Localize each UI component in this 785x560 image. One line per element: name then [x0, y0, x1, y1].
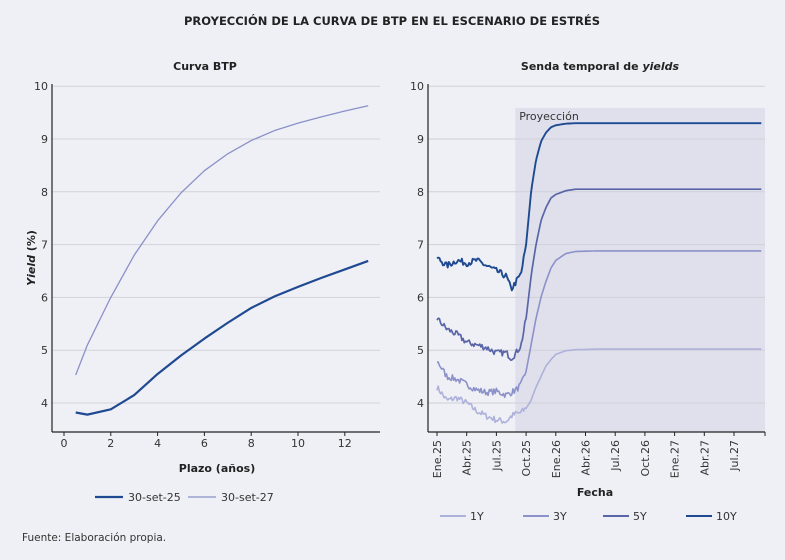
x-tick-label: 2: [107, 437, 114, 450]
right-x-axis-label: Fecha: [577, 486, 613, 499]
yield-path-chart: Senda temporal de yields Proyección 4 5 6 7…: [410, 60, 766, 523]
legend-label: 3Y: [553, 510, 567, 523]
source-note: Fuente: Elaboración propia.: [22, 532, 166, 544]
x-tick-label: Jul.26: [609, 440, 622, 472]
x-tick-label: Abr.25: [461, 440, 474, 476]
x-tick-label: Oct.25: [520, 440, 533, 477]
x-tick-label: Ene.27: [669, 440, 682, 478]
x-tick-label: Jul.27: [728, 440, 741, 472]
y-tick-label: 6: [41, 291, 48, 304]
series-line-30-set-27: [75, 105, 369, 376]
series-line-3Y: [436, 250, 762, 399]
x-tick-label: Ene.25: [431, 440, 444, 478]
x-tick-label: 8: [248, 437, 255, 450]
y-tick-label: 10: [410, 80, 424, 93]
projection-label: Proyección: [519, 110, 579, 123]
y-tick-label: 4: [41, 397, 48, 410]
legend-label: 5Y: [633, 510, 647, 523]
series-line-30-set-25: [75, 259, 369, 416]
y-tick-label: 8: [417, 186, 424, 199]
left-chart-title: Curva BTP: [173, 60, 237, 73]
y-tick-label: 4: [417, 397, 424, 410]
projection-shading: [515, 108, 765, 432]
y-tick-label: 6: [417, 291, 424, 304]
x-tick-label: 0: [61, 437, 68, 450]
left-x-axis-label: Plazo (años): [179, 462, 255, 475]
left-legend: 30-set-25 30-set-27: [95, 491, 274, 504]
btp-curve-chart: Curva BTP 4 5 6 7 8 9 10 0 2 4 6 8 10 12 Plazo (años)…: [25, 60, 380, 504]
x-tick-label: 10: [291, 437, 305, 450]
legend-label: 10Y: [716, 510, 737, 523]
left-y-axis-label: Yield (%): [25, 230, 38, 286]
y-tick-label: 9: [41, 133, 48, 146]
series-line-10Y: [436, 122, 762, 292]
figure-title: PROYECCIÓN DE LA CURVA DE BTP EN EL ESCE…: [184, 13, 600, 28]
x-tick-label: Ene.26: [550, 440, 563, 478]
x-tick-label: Oct.26: [639, 440, 652, 477]
y-tick-label: 7: [417, 239, 424, 252]
series-line-5Y: [436, 188, 762, 361]
x-tick-label: Abr.27: [698, 440, 711, 476]
y-tick-label: 9: [417, 133, 424, 146]
legend-label: 30-set-25: [128, 491, 181, 504]
y-tick-label: 5: [417, 344, 424, 357]
right-chart-title: Senda temporal de yields: [521, 60, 680, 73]
y-tick-label: 8: [41, 186, 48, 199]
y-tick-label: 5: [41, 344, 48, 357]
y-tick-label: 10: [34, 80, 48, 93]
x-tick-label: 4: [154, 437, 161, 450]
x-tick-label: 12: [338, 437, 352, 450]
series-line-1Y: [436, 348, 762, 424]
legend-label: 30-set-27: [221, 491, 274, 504]
right-legend: 1Y 3Y 5Y 10Y: [440, 510, 737, 523]
x-tick-label: Abr.26: [580, 440, 593, 476]
x-tick-label: 6: [201, 437, 208, 450]
y-tick-label: 7: [41, 239, 48, 252]
x-tick-label: Jul.25: [490, 440, 503, 472]
legend-label: 1Y: [470, 510, 484, 523]
